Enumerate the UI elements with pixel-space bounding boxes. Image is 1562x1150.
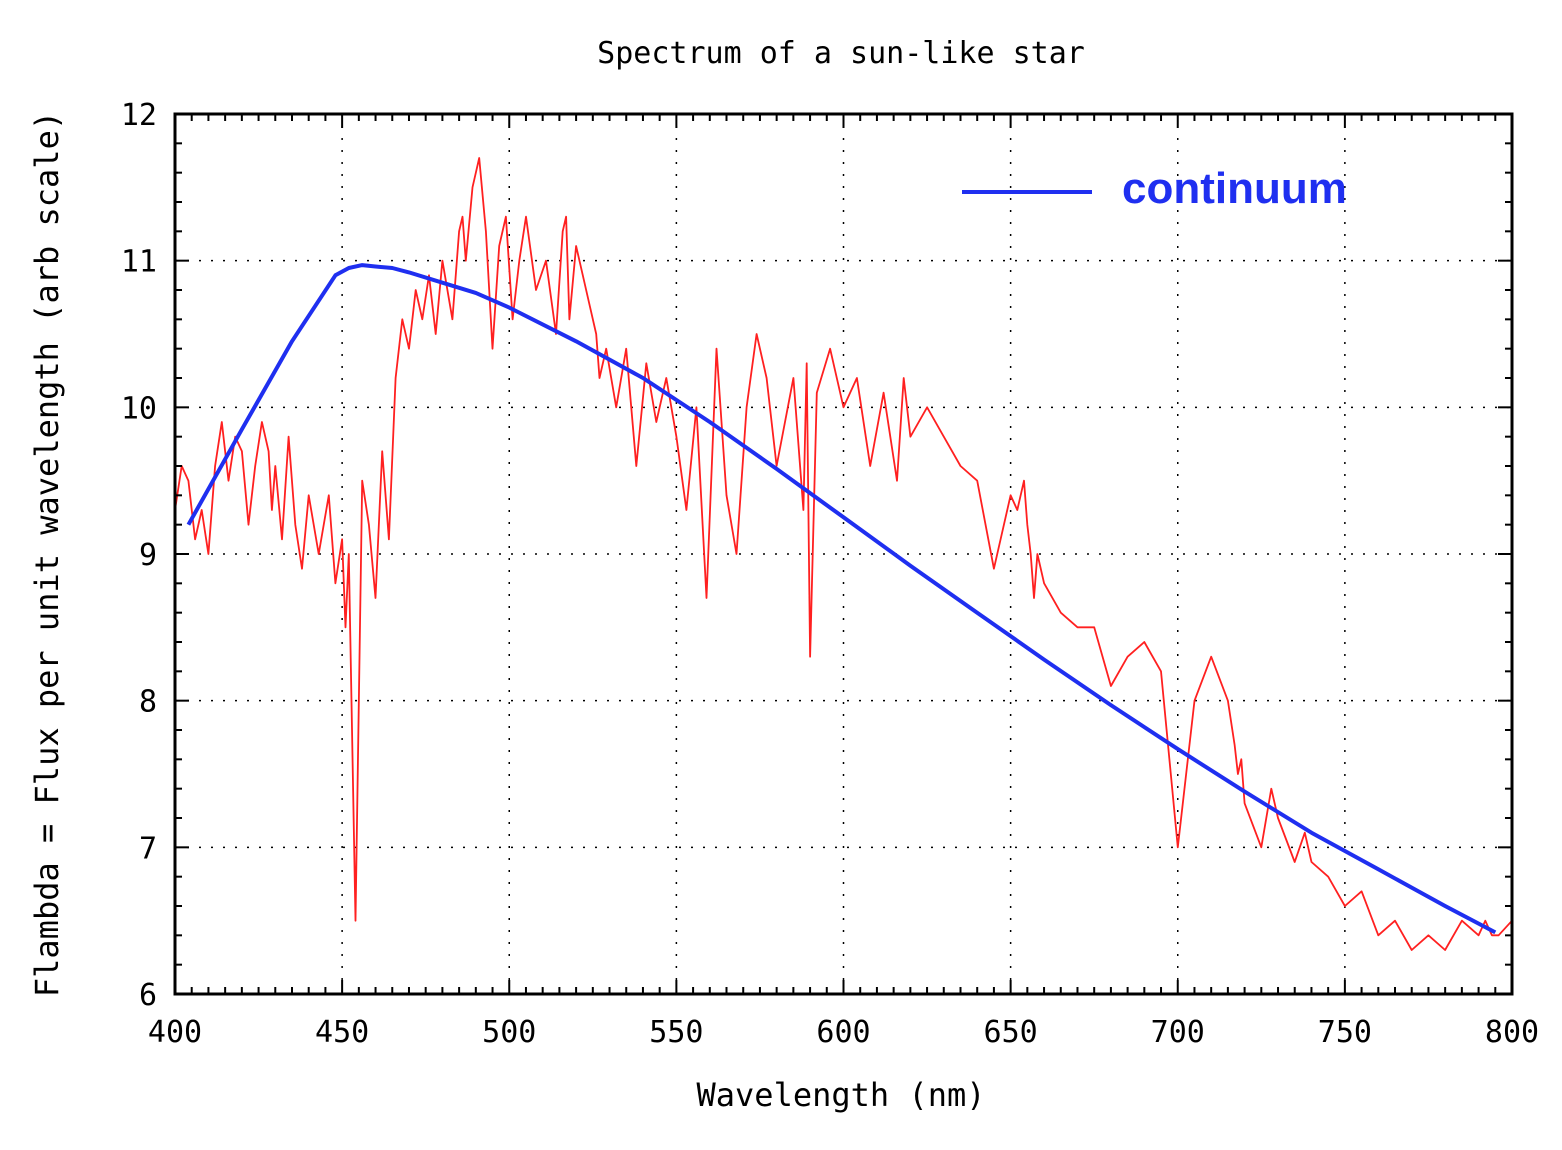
series-line-spectrum <box>174 157 1513 951</box>
legend-label-continuum: continuum <box>1122 164 1347 213</box>
x-tick-label: 500 <box>482 1015 536 1050</box>
legend: continuum <box>962 164 1347 213</box>
y-tick-labels: 6 7 8 9 10 11 12 <box>121 98 157 1013</box>
y-tick-label: 6 <box>139 978 157 1013</box>
x-tick-labels: 400 450 500 550 600 650 700 750 800 <box>148 1015 1539 1050</box>
x-tick-label: 800 <box>1485 1015 1539 1050</box>
y-axis-label: Flambda = Flux per unit wavelength (arb … <box>28 111 66 997</box>
x-tick-label: 700 <box>1151 1015 1205 1050</box>
y-tick-label: 11 <box>121 245 157 280</box>
x-tick-label: 650 <box>984 1015 1038 1050</box>
y-tick-label: 7 <box>139 831 157 866</box>
y-tick-label: 9 <box>139 538 157 573</box>
x-tick-label: 600 <box>816 1015 870 1050</box>
chart-title: Spectrum of a sun-like star <box>597 36 1085 71</box>
y-tick-label: 10 <box>121 391 157 426</box>
x-tick-label: 750 <box>1318 1015 1372 1050</box>
y-tick-label: 12 <box>121 98 157 133</box>
y-tick-label: 8 <box>139 685 157 720</box>
x-tick-label: 400 <box>148 1015 202 1050</box>
series-layer <box>174 157 1513 951</box>
x-tick-label: 550 <box>649 1015 703 1050</box>
x-axis-label: Wavelength (nm) <box>697 1076 986 1114</box>
series-line-continuum <box>186 263 1497 935</box>
x-tick-label: 450 <box>315 1015 369 1050</box>
axis-ticks <box>174 113 1513 995</box>
